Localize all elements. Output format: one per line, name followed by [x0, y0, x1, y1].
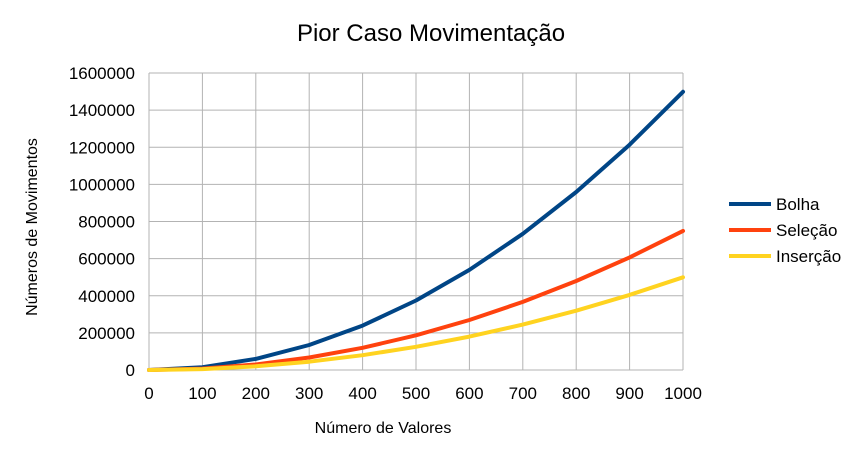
series-lines [147, 89, 685, 372]
y-tick-label: 600000 [78, 250, 135, 269]
legend-label: Inserção [776, 247, 841, 266]
y-axis-title: Números de Movimentos [24, 138, 41, 316]
legend-label: Bolha [776, 195, 820, 214]
x-axis-ticks: 0 100 200 300 400 500 600 700 800 900 1000 [144, 384, 702, 403]
x-tick-label: 800 [562, 384, 590, 403]
x-tick-label: 0 [144, 384, 153, 403]
y-tick-label: 1400000 [69, 101, 135, 120]
x-axis-title: Número de Valores [315, 420, 452, 437]
y-tick-label: 0 [126, 361, 135, 380]
series-line-0 [147, 89, 685, 372]
chart-title: Pior Caso Movimentação [297, 20, 565, 47]
y-tick-label: 200000 [78, 324, 135, 343]
x-tick-label: 100 [188, 384, 216, 403]
y-tick-label: 400000 [78, 287, 135, 306]
legend: Bolha Seleção Inserção [729, 195, 841, 266]
legend-label: Seleção [776, 221, 837, 240]
y-tick-label: 1600000 [69, 64, 135, 83]
y-tick-label: 1000000 [69, 175, 135, 194]
y-tick-label: 1200000 [69, 138, 135, 157]
x-tick-label: 300 [295, 384, 323, 403]
y-axis-ticks: 0 200000 400000 600000 800000 1000000 1200000 1… [69, 64, 135, 380]
x-tick-label: 700 [509, 384, 537, 403]
x-tick-label: 600 [455, 384, 483, 403]
y-tick-label: 800000 [78, 213, 135, 232]
x-tick-label: 1000 [664, 384, 702, 403]
x-tick-label: 200 [242, 384, 270, 403]
grid [148, 72, 684, 371]
x-tick-label: 400 [348, 384, 376, 403]
x-tick-label: 900 [615, 384, 643, 403]
x-tick-label: 500 [402, 384, 430, 403]
series-line-2 [147, 275, 685, 372]
